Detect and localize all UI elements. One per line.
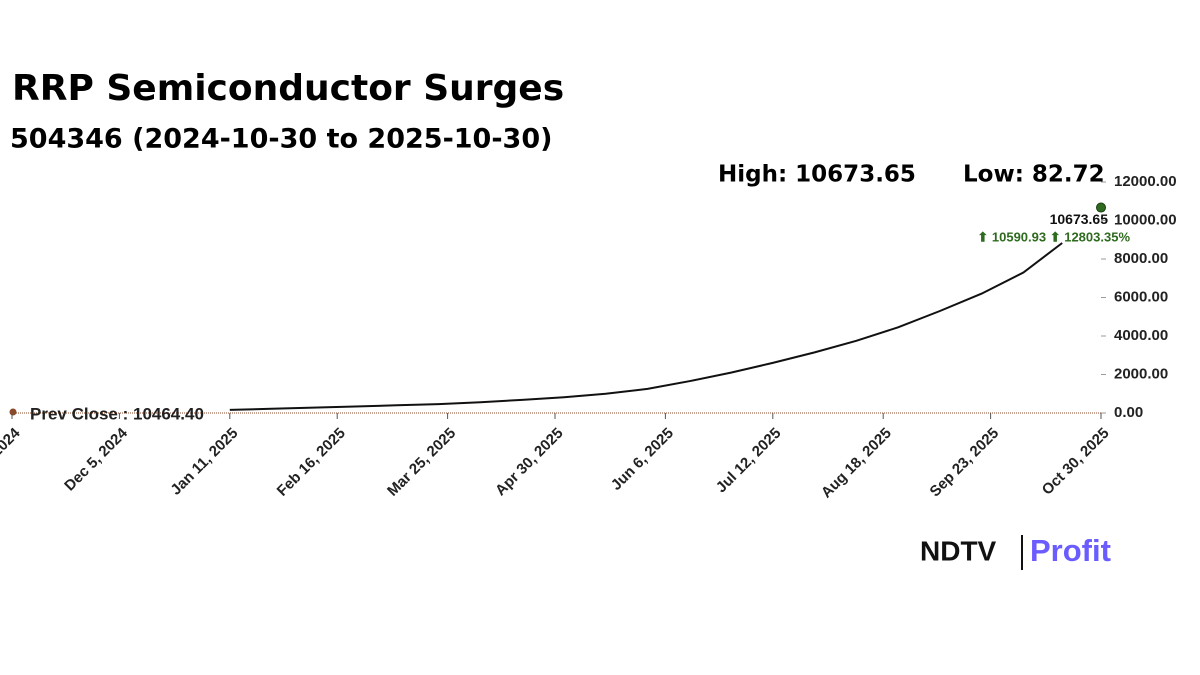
- x-tick-label: Sep 23, 2025: [927, 425, 1003, 501]
- y-tick-label: 10000.00: [1114, 211, 1177, 228]
- y-tick-label: 4000.00: [1114, 327, 1168, 344]
- low-text: Low: 82.72: [963, 162, 1105, 188]
- high-label: 10673.65: [1050, 211, 1109, 227]
- y-tick-label: 6000.00: [1114, 288, 1168, 305]
- y-tick-label: 8000.00: [1114, 250, 1168, 267]
- x-tick-label: Oct 30, 2024: [0, 424, 24, 498]
- y-tick-label: 12000.00: [1114, 173, 1177, 190]
- x-tick-label: Jun 6, 2025: [608, 425, 677, 494]
- x-tick-label: Jan 11, 2025: [167, 425, 241, 499]
- x-tick-label: Mar 25, 2025: [384, 425, 459, 500]
- y-tick-label: 0.00: [1114, 404, 1143, 421]
- x-tick-label: Apr 30, 2025: [492, 425, 567, 500]
- change-text: ⬆ 10590.93 ⬆ 12803.35%: [977, 229, 1130, 244]
- y-tick-label: 2000.00: [1114, 365, 1168, 382]
- x-tick-label: Feb 16, 2025: [274, 425, 349, 500]
- price-line: [229, 242, 1063, 411]
- chart-subtitle: 504346 (2024-10-30 to 2025-10-30): [10, 124, 552, 155]
- logo-brand: NDTV: [920, 535, 997, 566]
- high-marker: [1096, 202, 1106, 213]
- prev-close-text: Prev Close : 10464.40: [30, 404, 204, 423]
- x-tick-label: Oct 30, 2025: [1039, 425, 1113, 499]
- prev-close-marker: [9, 408, 17, 416]
- logo-product: Profit: [1030, 533, 1111, 568]
- high-text: High: 10673.65: [718, 162, 916, 188]
- chart-title: RRP Semiconductor Surges: [12, 68, 564, 109]
- x-tick-label: Jul 12, 2025: [713, 425, 785, 497]
- x-tick-label: Aug 18, 2025: [818, 425, 895, 502]
- x-tick-label: Dec 5, 2024: [61, 424, 131, 494]
